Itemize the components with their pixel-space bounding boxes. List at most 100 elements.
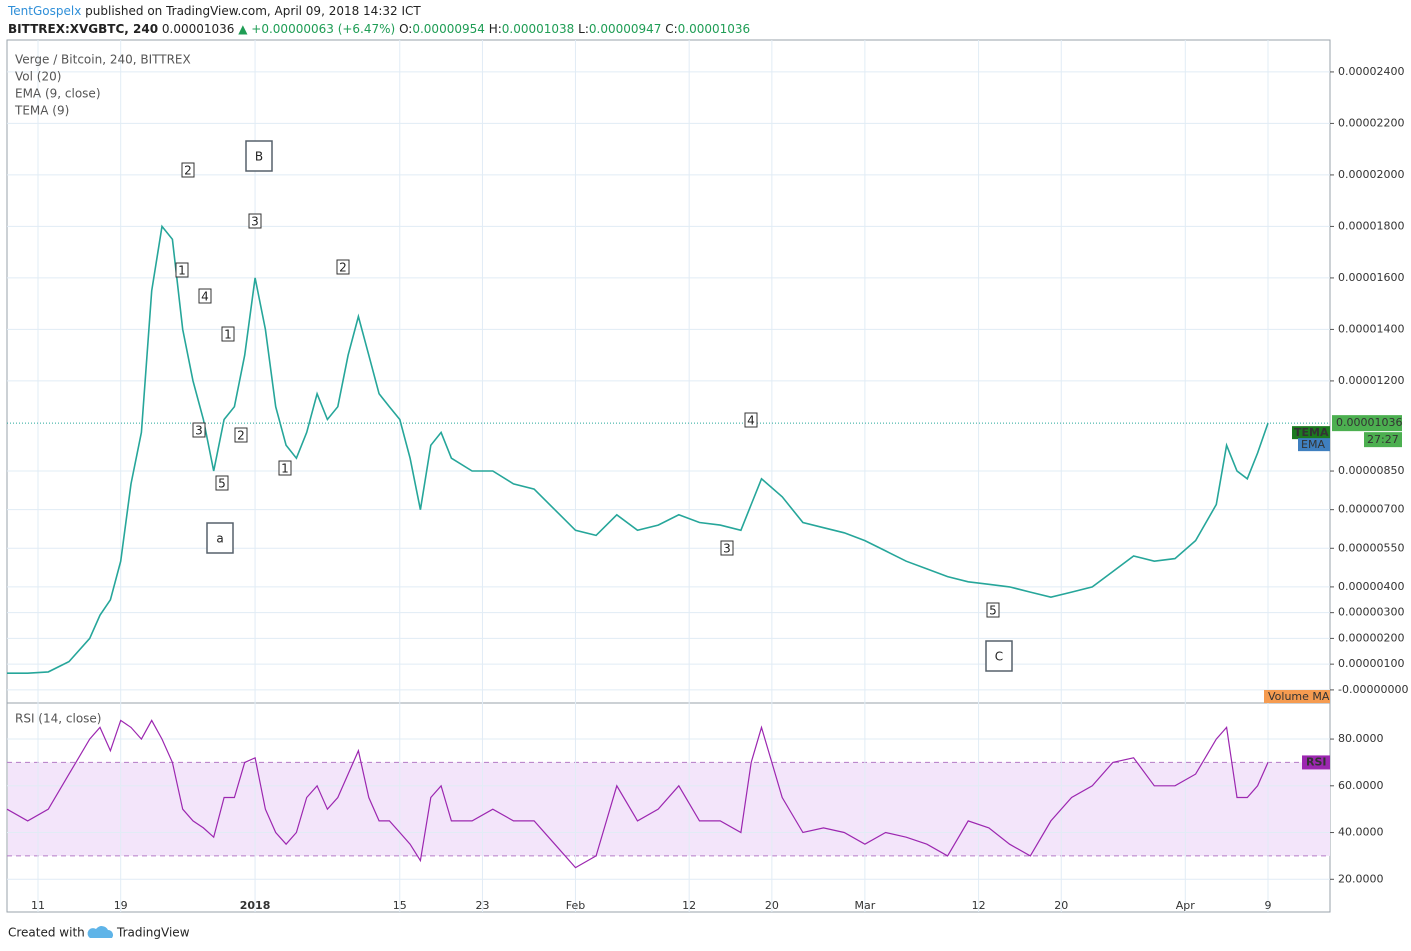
x-tick-label: 12	[682, 899, 696, 912]
rsi-band	[8, 762, 1330, 856]
y-tick-label: 0.00000200	[1338, 631, 1404, 644]
wave-box	[278, 460, 292, 476]
y-tick-label: 80.0000	[1338, 732, 1384, 745]
wave-box	[720, 540, 734, 556]
symbol-line: BITTREX:XVGBTC, 240 0.00001036 ▲ +0.0000…	[8, 22, 750, 36]
last: 0.00001036	[162, 22, 235, 36]
wave-label: 5	[218, 477, 226, 491]
wave-box	[336, 259, 350, 275]
legend-entry: TEMA (9)	[14, 104, 69, 118]
wave-label: 2	[339, 261, 347, 275]
wave-label: 1	[281, 462, 289, 476]
header-line: TentGospelx published on TradingView.com…	[7, 4, 421, 18]
wave-label: 4	[201, 290, 209, 304]
wave-label: 3	[723, 542, 731, 556]
change: ▲ +0.00000063 (+6.47%)	[238, 22, 395, 36]
legend-entry: Verge / Bitcoin, 240, BITTREX	[15, 53, 191, 67]
y-tick-label: 0.00002200	[1338, 116, 1404, 129]
footer-created: Created with	[8, 926, 85, 940]
volume-ma-tag: Volume MA	[1268, 690, 1330, 703]
wave-label: 4	[747, 414, 755, 428]
y-tick-label: 0.00000700	[1338, 503, 1404, 516]
y-tick-label: 20.0000	[1338, 872, 1384, 885]
wave-label: 1	[224, 328, 232, 342]
wave-label: 1	[178, 264, 186, 278]
price-tag-bg	[1332, 415, 1402, 432]
y-tick-label: 0.00001200	[1338, 374, 1404, 387]
published: published on TradingView.com, April 09, …	[85, 4, 421, 18]
price-tag: 0.00001036	[1336, 416, 1402, 429]
c: 0.00001036	[678, 22, 751, 36]
wave-label: 3	[195, 424, 203, 438]
wave-box	[986, 602, 1000, 618]
timer-tag: 27:27	[1367, 433, 1399, 446]
pane-frame	[6, 39, 1331, 913]
l-label: L:	[578, 22, 589, 36]
x-tick-label: 9	[1264, 899, 1271, 912]
y-tick-label: 0.00000100	[1338, 657, 1404, 670]
o: 0.00000954	[412, 22, 485, 36]
tema-tag: TEMA	[1294, 426, 1329, 439]
logo	[87, 926, 114, 938]
legend-entry: Vol (20)	[15, 70, 61, 84]
x-tick-label: Feb	[566, 899, 585, 912]
wave-box	[181, 162, 195, 178]
y-tick-label: 0.00000550	[1338, 541, 1404, 554]
wave-box	[206, 522, 234, 554]
x-tick-label: Mar	[855, 899, 876, 912]
x-tick-label: 20	[1054, 899, 1068, 912]
y-tick-label: 0.00000400	[1338, 580, 1404, 593]
h: 0.00001038	[502, 22, 575, 36]
wave-label: a	[216, 532, 223, 546]
x-tick-label: Apr	[1176, 899, 1196, 912]
y-tick-label: 0.00001800	[1338, 219, 1404, 232]
y-tick-label: 0.00001400	[1338, 322, 1404, 335]
rsi-title: RSI (14, close)	[15, 712, 101, 726]
ema-tag: EMA	[1301, 438, 1325, 451]
volume-ma-tag-bg	[1264, 690, 1330, 703]
ema-tag-bg	[1298, 438, 1330, 452]
wave-box	[221, 326, 235, 342]
wave-label: 2	[184, 164, 192, 178]
y-tick-label: 0.00000300	[1338, 606, 1404, 619]
x-tick-label: 15	[393, 899, 407, 912]
wave-box	[192, 422, 206, 438]
wave-label: B	[255, 150, 263, 164]
x-tick-label: 23	[475, 899, 489, 912]
x-tick-label: 11	[31, 899, 45, 912]
wave-box	[198, 288, 212, 304]
y-tick-label: 40.0000	[1338, 826, 1384, 839]
wave-box	[215, 475, 229, 491]
wave-box	[175, 262, 189, 278]
wave-box	[744, 412, 758, 428]
wave-box	[234, 427, 248, 443]
rsi-tag: RSI	[1306, 755, 1327, 768]
author[interactable]: TentGospelx	[7, 4, 81, 18]
wave-label: 3	[251, 215, 259, 229]
y-tick-label: 0.00001600	[1338, 271, 1404, 284]
x-tick-label: 2018	[240, 899, 271, 912]
x-tick-label: 19	[114, 899, 128, 912]
wave-label: C	[995, 650, 1003, 664]
l: 0.00000947	[589, 22, 662, 36]
o-label: O:	[399, 22, 412, 36]
wave-label: 2	[237, 429, 245, 443]
price-line	[7, 224, 1269, 674]
wave-box	[248, 213, 262, 229]
y-tick-label: 60.0000	[1338, 779, 1384, 792]
footer-brand[interactable]: TradingView	[116, 926, 190, 940]
wave-label: 5	[989, 604, 997, 618]
y-tick-label: -0.00000000	[1338, 683, 1408, 696]
wave-box	[245, 140, 273, 172]
c-label: C:	[665, 22, 677, 36]
y-tick-label: 0.00002400	[1338, 65, 1404, 78]
h-label: H:	[489, 22, 502, 36]
rsi-tag-bg	[1302, 755, 1330, 770]
timer-bg	[1364, 432, 1402, 448]
x-tick-label: 12	[972, 899, 986, 912]
x-tick-label: 20	[765, 899, 779, 912]
rsi-line	[6, 719, 1269, 869]
tema-tag-bg	[1292, 426, 1330, 440]
wave-box	[985, 640, 1013, 672]
